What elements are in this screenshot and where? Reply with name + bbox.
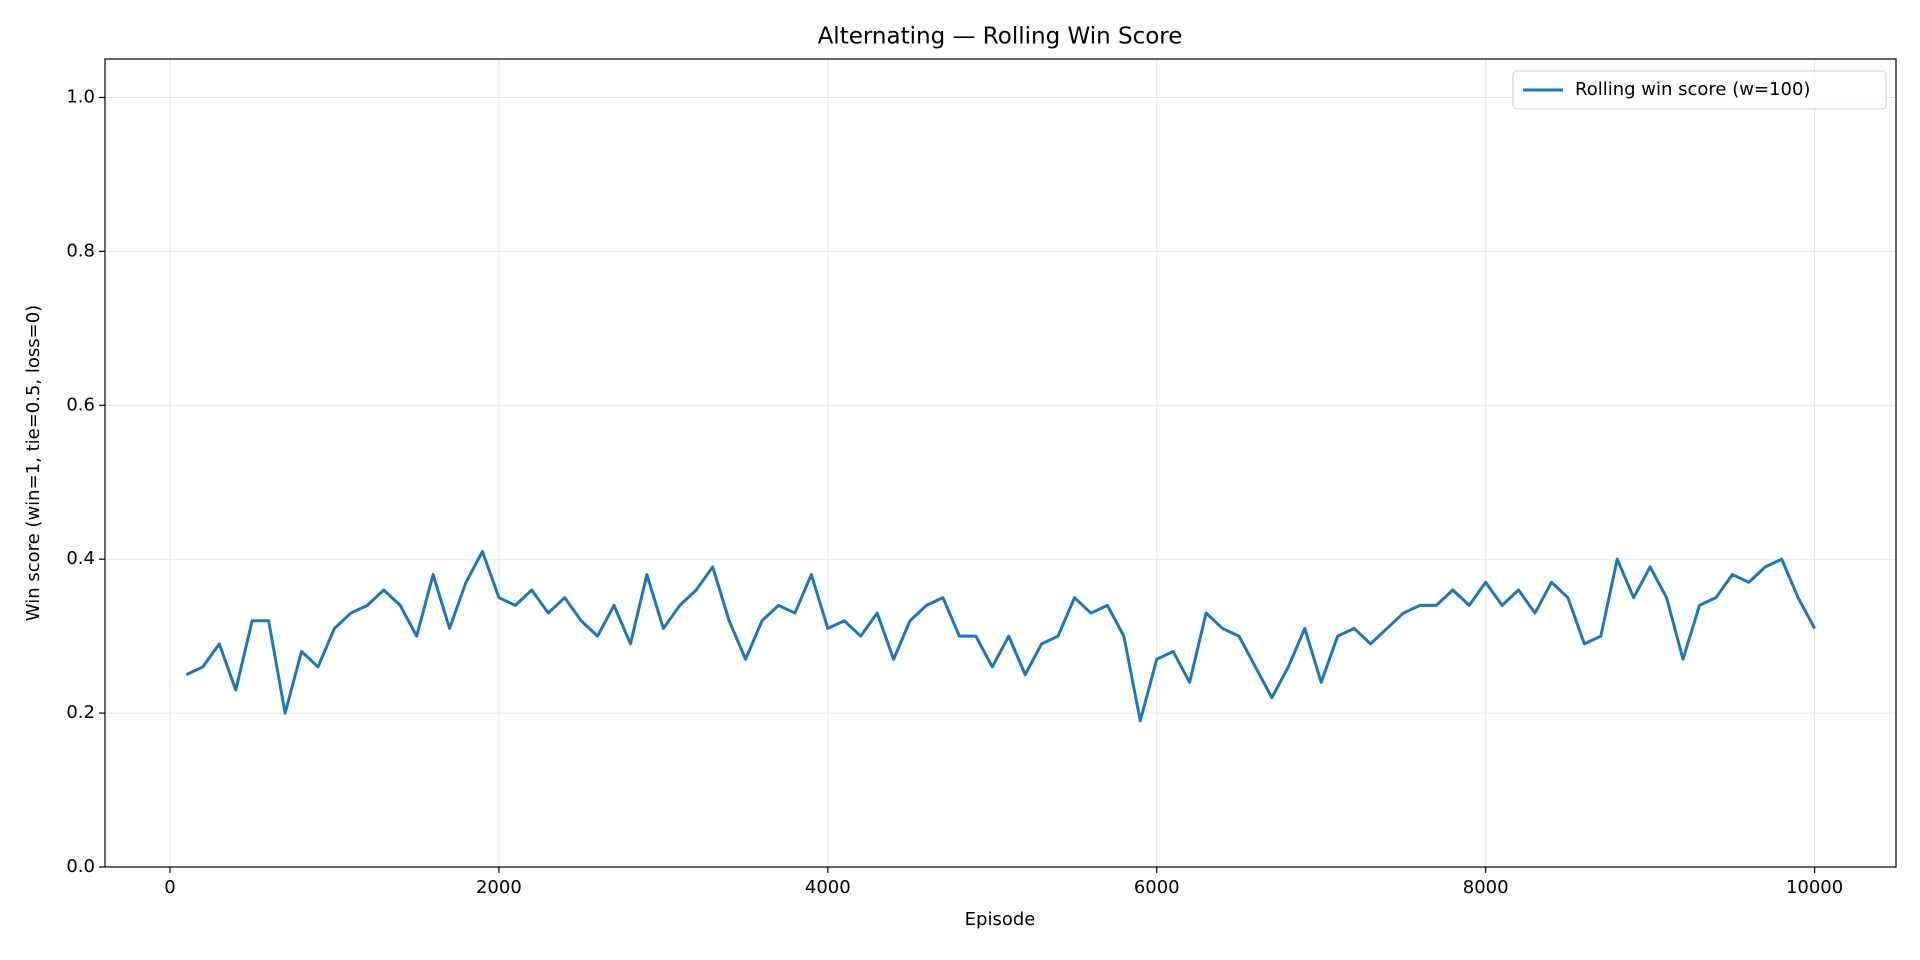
y-tick-label: 0.0 — [66, 856, 95, 877]
x-tick-label: 10000 — [1786, 877, 1843, 898]
plot-frame — [104, 58, 1897, 868]
x-tick-label: 8000 — [1463, 877, 1509, 898]
y-tick-label: 1.0 — [66, 86, 95, 107]
y-tick-label: 0.8 — [66, 240, 95, 261]
legend-label: Rolling win score (w=100) — [1575, 79, 1810, 100]
y-tick-label: 0.4 — [66, 548, 95, 569]
y-tick-label: 0.2 — [66, 702, 95, 723]
x-tick-label: 4000 — [805, 877, 851, 898]
x-tick-label: 0 — [164, 877, 175, 898]
y-tick-label: 0.6 — [66, 394, 95, 415]
x-tick-label: 2000 — [476, 877, 522, 898]
chart-title: Alternating — Rolling Win Score — [818, 24, 1183, 50]
x-axis-label: Episode — [965, 909, 1036, 930]
x-tick-label: 6000 — [1134, 877, 1180, 898]
y-axis-label: Win score (win=1, tie=0.5, loss=0) — [23, 305, 44, 621]
data-line — [185, 550, 1816, 723]
legend-box — [1512, 70, 1887, 110]
